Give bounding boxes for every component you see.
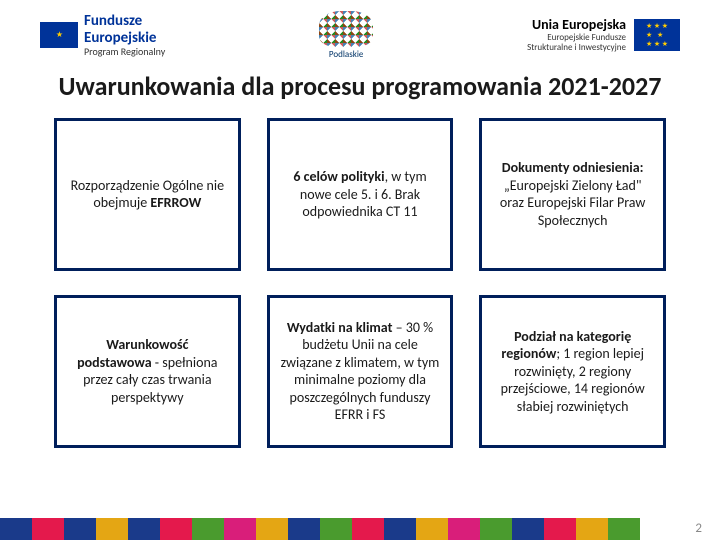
logo-ue: Unia Europejska Europejskie Fundusze Str…	[527, 17, 680, 52]
footer-color-bar	[0, 518, 640, 540]
fe-title-1: Fundusze	[84, 13, 165, 30]
card-region-categories: Podział na kategorię regionów; 1 region …	[479, 295, 666, 448]
fe-title-2: Europejskie	[84, 30, 165, 47]
bison-pixel-icon	[319, 11, 373, 47]
page-number: 2	[695, 521, 702, 536]
header-logos: Fundusze Europejskie Program Regionalny …	[0, 0, 720, 66]
page-title: Uwarunkowania dla procesu programowania …	[0, 66, 720, 118]
cards-grid: Rozporządzenie Ogólne nie obejmuje EFRRO…	[0, 118, 720, 448]
eu-stars-icon	[40, 22, 78, 48]
logo-podlaskie: Podlaskie	[319, 11, 373, 60]
ue-sub2: Strukturalne i Inwestycyjne	[527, 43, 626, 53]
card-efrrow: Rozporządzenie Ogólne nie obejmuje EFRRO…	[54, 118, 241, 271]
card-reference-docs: Dokumenty odniesienia: „Europejski Zielo…	[479, 118, 666, 271]
card-policy-goals: 6 celów polityki, w tym nowe cele 5. i 6…	[267, 118, 454, 271]
card-climate-spending: Wydatki na klimat – 30 % budżetu Unii na…	[267, 295, 454, 448]
card-conditionality: Warunkowość podstawowa - spełniona przez…	[54, 295, 241, 448]
ue-title: Unia Europejska	[527, 17, 626, 32]
logo-fundusze: Fundusze Europejskie Program Regionalny	[40, 13, 165, 57]
eu-flag-icon: ★ ★ ★★ ★★ ★ ★	[634, 19, 680, 51]
fe-subtitle: Program Regionalny	[84, 46, 165, 57]
podlaskie-label: Podlaskie	[319, 49, 373, 60]
